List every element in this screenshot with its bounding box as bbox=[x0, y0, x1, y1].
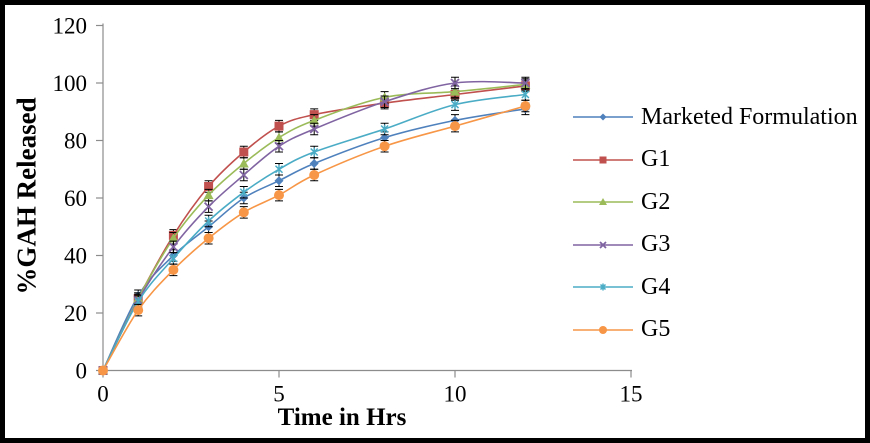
legend-entry-g4: G4 bbox=[572, 266, 858, 309]
diamond-marker bbox=[380, 133, 390, 143]
circle-marker bbox=[238, 207, 249, 218]
x-marker bbox=[379, 97, 390, 107]
x-marker bbox=[168, 242, 179, 252]
asterisk-marker bbox=[521, 90, 530, 99]
y-tick-label: 100 bbox=[53, 71, 88, 96]
y-axis-title: %GAH Released bbox=[11, 97, 42, 295]
x-marker bbox=[203, 201, 214, 212]
circle-marker bbox=[450, 121, 460, 132]
square-marker bbox=[204, 182, 214, 191]
triangle-marker bbox=[168, 233, 179, 243]
legend-swatch-g1 bbox=[573, 156, 633, 164]
asterisk-marker bbox=[380, 124, 389, 134]
triangle-marker bbox=[274, 132, 284, 142]
circle-marker bbox=[203, 233, 214, 244]
circle-marker bbox=[520, 101, 531, 111]
asterisk-marker bbox=[239, 187, 248, 197]
y-tick-label: 80 bbox=[64, 129, 87, 154]
circle-marker bbox=[168, 264, 179, 275]
circle-marker bbox=[98, 365, 108, 376]
square-marker bbox=[274, 121, 284, 131]
legend-label: G5 bbox=[641, 316, 671, 343]
y-tick-label: 40 bbox=[64, 244, 87, 269]
x-marker bbox=[520, 78, 531, 88]
triangle-marker bbox=[203, 190, 214, 200]
legend-swatch-g4 bbox=[573, 283, 633, 291]
legend-entry-marketed-formulation: Marketed Formulation bbox=[572, 96, 858, 139]
triangle-marker bbox=[238, 158, 249, 168]
y-tick-label: 60 bbox=[64, 186, 87, 211]
x-tick-label: 15 bbox=[620, 382, 643, 407]
asterisk-marker bbox=[274, 164, 284, 174]
legend-swatch-marketed-formulation bbox=[573, 113, 633, 121]
square-marker bbox=[239, 147, 249, 157]
legend-swatch-g3 bbox=[573, 241, 633, 249]
circle-marker bbox=[379, 141, 390, 152]
x-marker bbox=[599, 241, 607, 249]
legend-entry-g1: G1 bbox=[572, 139, 858, 182]
triangle-marker bbox=[450, 86, 460, 96]
circle-marker bbox=[274, 190, 284, 201]
triangle-marker bbox=[599, 198, 607, 206]
asterisk-marker bbox=[450, 100, 460, 110]
series-line bbox=[102, 93, 526, 371]
legend-entry-g3: G3 bbox=[572, 224, 858, 267]
series-line bbox=[102, 80, 526, 371]
x-axis-title: Time in Hrs bbox=[277, 404, 407, 431]
diamond-marker bbox=[599, 113, 607, 121]
y-tick-label: 0 bbox=[76, 359, 88, 384]
x-tick-label: 0 bbox=[97, 382, 109, 407]
y-tick-label: 120 bbox=[53, 14, 88, 39]
legend-entry-g2: G2 bbox=[572, 181, 858, 224]
legend-label: Marketed Formulation bbox=[641, 103, 858, 130]
series-line bbox=[102, 83, 526, 371]
circle-marker bbox=[599, 325, 607, 334]
asterisk-marker bbox=[169, 253, 178, 263]
legend-label: G1 bbox=[641, 146, 671, 173]
tick-labels: 0 20 40 60 80 100 120 0 5 10 15 bbox=[53, 14, 643, 407]
axes bbox=[96, 23, 632, 378]
diamond-marker bbox=[309, 159, 319, 168]
legend-label: G2 bbox=[641, 188, 671, 215]
asterisk-marker bbox=[599, 283, 607, 291]
square-marker bbox=[599, 156, 607, 164]
x-marker bbox=[450, 78, 460, 88]
legend-label: G3 bbox=[641, 231, 671, 258]
series-g5 bbox=[98, 99, 531, 376]
diamond-marker bbox=[274, 176, 284, 186]
y-tick-label: 20 bbox=[64, 301, 87, 326]
circle-marker bbox=[309, 170, 320, 180]
x-marker bbox=[274, 141, 284, 151]
legend-swatch-g2 bbox=[573, 198, 633, 206]
series-marketed-formulation bbox=[98, 102, 530, 375]
triangle-marker bbox=[309, 115, 320, 125]
legend-entry-g5: G5 bbox=[572, 309, 858, 352]
x-marker bbox=[309, 124, 319, 134]
asterisk-marker bbox=[204, 216, 213, 226]
x-marker bbox=[239, 170, 249, 180]
series-line bbox=[102, 105, 526, 371]
x-tick-label: 5 bbox=[273, 382, 285, 407]
legend-swatch-g5 bbox=[573, 325, 633, 334]
chart-legend: Marketed Formulation G1 G2 G3 G4 G5 bbox=[572, 96, 858, 351]
legend-label: G4 bbox=[641, 273, 671, 300]
asterisk-marker bbox=[310, 147, 319, 157]
x-tick-label: 10 bbox=[444, 382, 467, 407]
circle-marker bbox=[133, 305, 144, 316]
